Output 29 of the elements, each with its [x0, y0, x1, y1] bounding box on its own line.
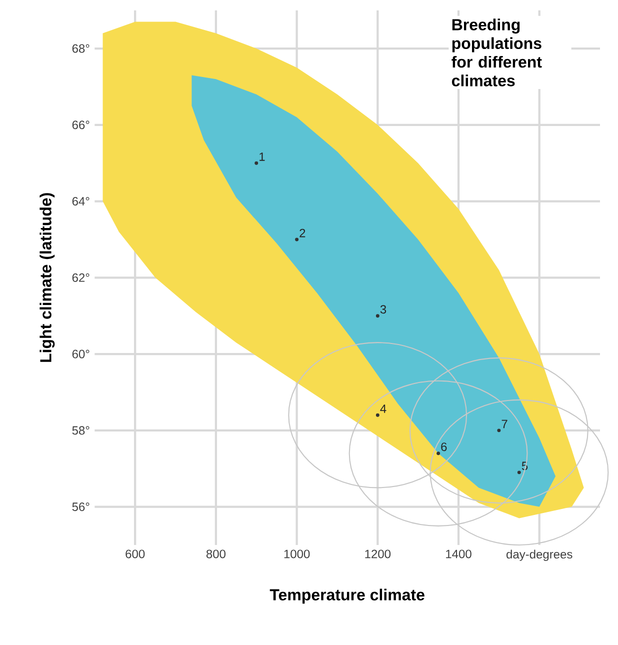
x-tick-label: 600 [126, 550, 145, 558]
y-tick-label: 62° [72, 273, 90, 282]
point [436, 452, 440, 456]
annotation: 2 [300, 228, 306, 238]
x-tick-label: 800 [206, 550, 226, 558]
point [376, 413, 380, 417]
x-axis-title: Temperature climate [270, 588, 424, 604]
y-tick-label: 60° [72, 350, 90, 358]
annotation: 3 [380, 305, 386, 314]
y-tick-label: 68° [72, 44, 90, 53]
y-tick-label: 58° [72, 426, 90, 435]
x-tick-label: day-degrees [506, 550, 572, 561]
point [497, 428, 501, 432]
y-tick-label: 66° [72, 120, 90, 130]
y-tick-label: 56° [72, 502, 90, 512]
point [376, 314, 380, 318]
point [254, 161, 258, 165]
annotation: 1 [260, 152, 265, 161]
y-tick-label: 64° [72, 197, 90, 206]
x-tick-label: 1200 [365, 550, 391, 558]
point [517, 470, 521, 474]
annotation: 7 [502, 420, 508, 428]
y-axis-title: Light climate (latitude) [40, 193, 55, 362]
x-tick-label: 1400 [446, 550, 472, 558]
annotation: 6 [441, 442, 447, 452]
point [295, 238, 299, 242]
text: Breeding populations for different climates [452, 18, 542, 86]
x-tick-label: 1000 [284, 550, 310, 558]
annotation: 4 [380, 404, 386, 413]
